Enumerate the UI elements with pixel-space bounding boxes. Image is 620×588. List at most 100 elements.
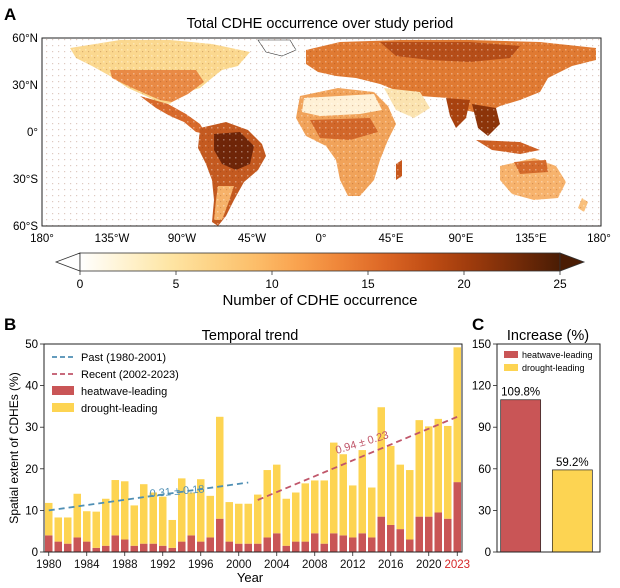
- lat-label: 30°S: [13, 174, 38, 186]
- bar-heatwave: [197, 541, 205, 552]
- bar-heatwave: [178, 541, 186, 552]
- y-tick-label: 30: [25, 422, 38, 434]
- c-y-tick-label: 150: [472, 339, 491, 351]
- bar-drought: [168, 519, 176, 548]
- bar-heatwave: [206, 537, 214, 552]
- panel-b-ylabel: Spatial extent of CDHEs (%): [7, 372, 21, 523]
- bar-heatwave: [415, 516, 423, 552]
- legend-heatwave-label: heatwave-leading: [81, 386, 167, 398]
- lon-label: 45°W: [238, 233, 266, 245]
- x-tick-label: 1980: [36, 559, 62, 571]
- bar-heatwave: [140, 543, 148, 552]
- bar-heatwave: [320, 543, 328, 552]
- y-tick-label: 40: [25, 381, 38, 393]
- lon-label: 180°: [587, 233, 611, 245]
- c-y-tick-label: 30: [478, 505, 491, 517]
- y-tick-label: 50: [25, 339, 38, 351]
- bar-heatwave: [121, 539, 129, 552]
- colorbar-tick-label: 15: [361, 277, 375, 291]
- past-trend-label: 0.31 ± 0.18: [149, 483, 205, 500]
- bar-drought: [149, 492, 157, 544]
- bar-heatwave: [244, 543, 252, 552]
- x-tick-label: 2023: [444, 559, 470, 571]
- bar-drought: [425, 426, 433, 517]
- bar-drought: [434, 418, 442, 513]
- bar-heatwave: [330, 533, 338, 552]
- bar-heatwave: [130, 545, 138, 552]
- bar-drought: [330, 442, 338, 534]
- lat-label: 30°N: [12, 80, 38, 92]
- bar-heatwave: [453, 482, 461, 552]
- legend-drought-swatch: [52, 403, 74, 412]
- panel-b-frame: [43, 343, 463, 553]
- bar-drought: [130, 505, 138, 546]
- colorbar-label: Number of CDHE occurrence: [222, 292, 417, 309]
- bar-heatwave: [396, 529, 404, 552]
- bar-drought: [197, 479, 205, 542]
- lat-label: 0°: [27, 127, 38, 139]
- bar-drought: [111, 480, 119, 536]
- panel-b-xlabel: Year: [237, 570, 264, 585]
- panel-a-title: Total CDHE occurrence over study period: [187, 16, 454, 32]
- c-y-tick-label: 120: [472, 381, 491, 393]
- bar-drought: [415, 420, 423, 517]
- x-tick-label: 2020: [416, 559, 442, 571]
- bar-heatwave: [387, 524, 395, 552]
- bar-drought: [349, 485, 357, 538]
- increase-bar-heatwave: [500, 399, 542, 553]
- bar-heatwave: [187, 535, 195, 552]
- bar-heatwave: [311, 533, 319, 552]
- x-tick-label: 1984: [74, 559, 100, 571]
- bar-heatwave: [102, 545, 110, 552]
- x-tick-label: 2016: [378, 559, 404, 571]
- panel-b-letter: B: [4, 315, 16, 334]
- legend-heatwave-swatch: [52, 386, 74, 395]
- bar-heatwave: [339, 535, 347, 552]
- bar-heatwave: [159, 545, 167, 552]
- bar-drought: [301, 483, 309, 542]
- longitude-labels: 180° 135°W 90°W 45°W 0° 45°E 90°E 135°E …: [30, 233, 611, 245]
- bar-drought: [159, 496, 167, 546]
- bar-drought: [216, 416, 224, 519]
- bar-drought: [54, 517, 62, 542]
- bar-drought: [263, 470, 271, 538]
- x-tick-label: 1996: [188, 559, 214, 571]
- bar-heatwave: [254, 543, 262, 552]
- x-tick-label: 2008: [302, 559, 328, 571]
- legend-c-heatwave-swatch: [504, 351, 518, 358]
- panel-c-legend: heatwave-leading drought-leading: [504, 350, 593, 373]
- colorbar-tick-label: 20: [457, 277, 471, 291]
- world-map: [41, 37, 602, 227]
- panel-c-frame: [496, 343, 601, 553]
- bar-heatwave: [444, 518, 452, 552]
- lon-label: 90°W: [168, 233, 196, 245]
- bar-drought: [377, 407, 385, 517]
- bar-heatwave: [292, 541, 300, 552]
- bar-drought: [368, 487, 376, 538]
- bar-drought: [358, 450, 366, 534]
- bar-heatwave: [425, 516, 433, 552]
- bar-drought: [406, 470, 414, 540]
- c-y-tick-label: 90: [478, 422, 491, 434]
- bar-heatwave: [111, 535, 119, 552]
- bar-heatwave: [301, 541, 309, 552]
- lon-label: 90°E: [448, 233, 473, 245]
- panel-b-title: Temporal trend: [202, 328, 299, 344]
- y-tick-label: 20: [25, 464, 38, 476]
- increase-bar-drought: [551, 469, 593, 553]
- colorbar-left-extension: [54, 252, 81, 272]
- bar-drought: [282, 498, 290, 546]
- bar-drought: [225, 502, 233, 542]
- bar-heatwave: [368, 537, 376, 552]
- lon-label: 135°W: [95, 233, 130, 245]
- bar-heatwave: [349, 537, 357, 552]
- bar-heatwave: [168, 547, 176, 552]
- bar-heatwave: [149, 543, 157, 552]
- bar-drought: [320, 480, 328, 544]
- bar-drought: [235, 503, 243, 544]
- bar-drought: [102, 498, 110, 546]
- bar-drought: [396, 464, 404, 530]
- bar-heatwave: [83, 541, 91, 552]
- panel-c-title: Increase (%): [507, 328, 589, 344]
